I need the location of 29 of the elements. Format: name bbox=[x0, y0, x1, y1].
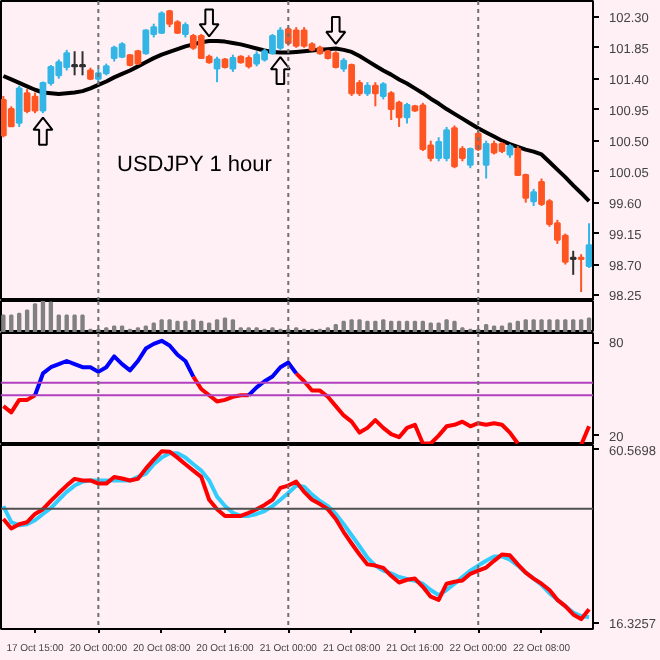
candlestick bbox=[387, 90, 395, 122]
candlestick bbox=[7, 105, 15, 128]
candlestick bbox=[79, 50, 86, 77]
candlestick bbox=[451, 124, 458, 170]
candlestick bbox=[213, 55, 221, 84]
candlestick bbox=[395, 99, 403, 128]
candlestick bbox=[585, 222, 593, 269]
candlestick bbox=[292, 26, 300, 49]
candlestick bbox=[71, 50, 78, 77]
candlestick bbox=[443, 125, 450, 163]
candlestick bbox=[269, 33, 276, 56]
candlestick bbox=[63, 48, 71, 72]
candlestick bbox=[142, 28, 150, 56]
candlestick bbox=[348, 62, 355, 97]
candlestick bbox=[1, 94, 7, 139]
candlestick bbox=[482, 139, 490, 180]
annotation: USDJPY 1 hour bbox=[117, 153, 273, 177]
candlestick bbox=[15, 84, 23, 128]
candlestick bbox=[403, 101, 411, 125]
candlestick bbox=[569, 249, 577, 276]
candlestick bbox=[277, 26, 284, 51]
candlestick bbox=[371, 81, 379, 108]
candlestick bbox=[300, 26, 308, 49]
candlestick bbox=[419, 101, 427, 152]
candlestick bbox=[197, 33, 205, 60]
candlestick bbox=[577, 253, 585, 294]
candlestick bbox=[23, 88, 31, 115]
candlestick bbox=[435, 136, 443, 163]
candlestick bbox=[55, 58, 63, 80]
